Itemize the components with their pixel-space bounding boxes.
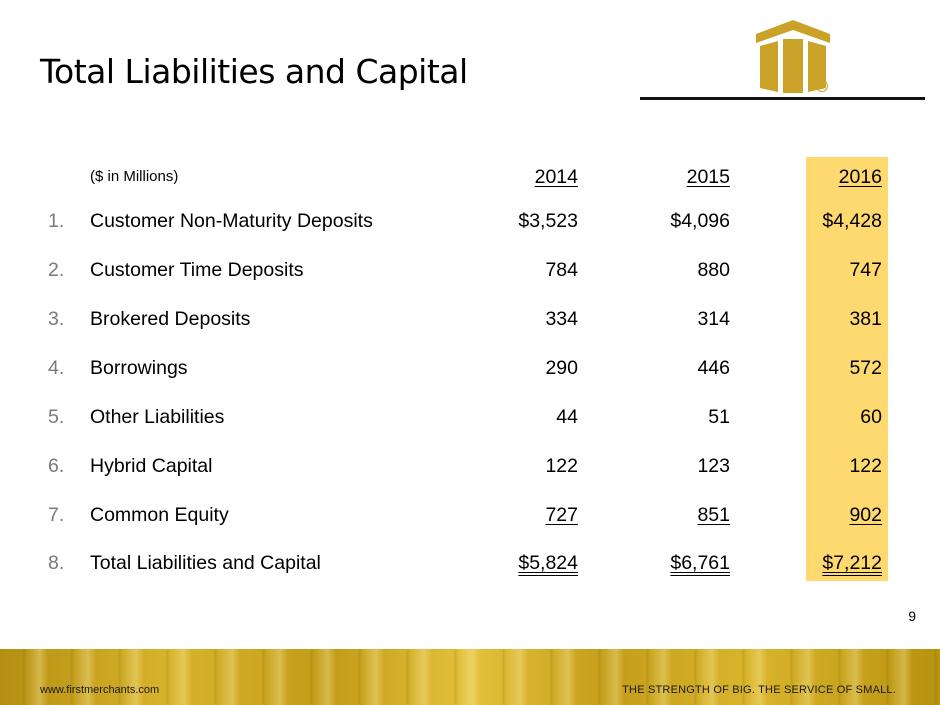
value-2014: $3,523 [518, 210, 578, 232]
table-row: 4. Borrowings 290 446 572 [0, 357, 940, 387]
table-row: 6. Hybrid Capital 122 123 122 [0, 455, 940, 485]
value-2014: $5,824 [518, 552, 578, 574]
value-2016: 902 [849, 504, 882, 526]
row-label: Common Equity [90, 504, 229, 526]
value-2016: 747 [849, 259, 882, 281]
units-label: ($ in Millions) [90, 168, 179, 185]
value-2015: 446 [697, 357, 730, 379]
registered-mark: ® [818, 82, 826, 91]
header-rule [640, 97, 925, 100]
value-2014: 784 [545, 259, 578, 281]
company-logo: ® [756, 20, 830, 93]
value-2016: 572 [849, 357, 882, 379]
table-row: 2. Customer Time Deposits 784 880 747 [0, 259, 940, 289]
value-2015: $6,761 [670, 552, 730, 574]
table-row: 5. Other Liabilities 44 51 60 [0, 406, 940, 436]
row-number: 1. [48, 210, 65, 232]
table-row: 3. Brokered Deposits 334 314 381 [0, 308, 940, 338]
row-number: 5. [48, 406, 65, 428]
row-number: 4. [48, 357, 65, 379]
table-row: 1. Customer Non-Maturity Deposits $3,523… [0, 210, 940, 240]
value-2015: 314 [697, 308, 730, 330]
table-row: 7. Common Equity 727 851 902 [0, 504, 940, 534]
page-title: Total Liabilities and Capital [40, 52, 468, 91]
value-2016: $4,428 [822, 210, 882, 232]
table-row-total: 8. Total Liabilities and Capital $5,824 … [0, 552, 940, 582]
row-number: 3. [48, 308, 65, 330]
row-number: 8. [48, 552, 65, 574]
value-2015: 851 [697, 504, 730, 526]
page-number: 9 [908, 608, 916, 624]
row-label: Hybrid Capital [90, 455, 213, 477]
value-2016: 60 [860, 406, 882, 428]
row-label: Borrowings [90, 357, 188, 379]
footer-url[interactable]: www.firstmerchants.com [40, 684, 160, 696]
row-number: 6. [48, 455, 65, 477]
row-number: 2. [48, 259, 65, 281]
value-2015: $4,096 [670, 210, 730, 232]
year-header-2016: 2016 [838, 166, 882, 188]
value-2014: 44 [556, 406, 578, 428]
value-2014: 122 [545, 455, 578, 477]
row-number: 7. [48, 504, 65, 526]
value-2015: 880 [697, 259, 730, 281]
value-2014: 334 [545, 308, 578, 330]
value-2015: 123 [697, 455, 730, 477]
row-label: Total Liabilities and Capital [90, 552, 321, 574]
value-2014: 290 [545, 357, 578, 379]
year-header-2015: 2015 [686, 166, 730, 188]
value-2014: 727 [545, 504, 578, 526]
row-label: Brokered Deposits [90, 308, 251, 330]
highlight-2016-column [806, 157, 888, 581]
row-label: Customer Time Deposits [90, 259, 304, 281]
value-2016: $7,212 [822, 552, 882, 574]
year-header-2014: 2014 [534, 166, 578, 188]
row-label: Customer Non-Maturity Deposits [90, 210, 373, 232]
footer-tagline: THE STRENGTH OF BIG. THE SERVICE OF SMAL… [622, 684, 896, 696]
value-2016: 381 [849, 308, 882, 330]
value-2016: 122 [849, 455, 882, 477]
footer-band [0, 649, 940, 705]
value-2015: 51 [708, 406, 730, 428]
row-label: Other Liabilities [90, 406, 225, 428]
